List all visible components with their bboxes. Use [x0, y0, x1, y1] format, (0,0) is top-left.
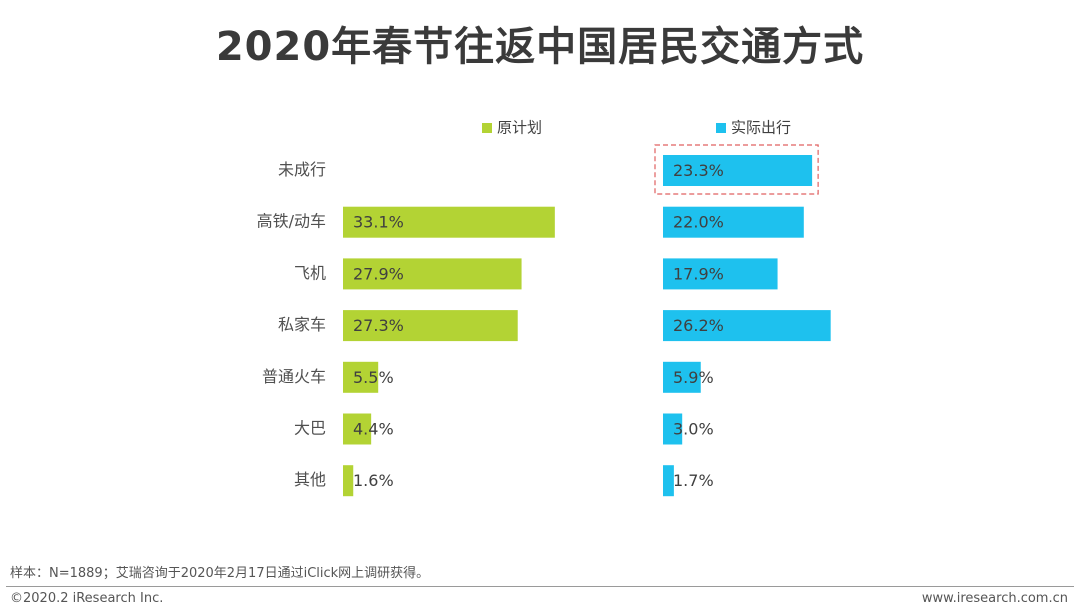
- legend-swatch: [482, 123, 492, 133]
- data-label: 33.1%: [353, 213, 404, 232]
- category-label: 高铁/动车: [257, 212, 326, 231]
- category-label: 飞机: [294, 263, 326, 282]
- legend-label: 实际出行: [731, 119, 791, 137]
- bar: [343, 465, 354, 497]
- website-link[interactable]: www.iresearch.com.cn: [921, 591, 1068, 606]
- data-label: 5.5%: [353, 368, 394, 387]
- footer-divider: [6, 586, 1074, 587]
- category-label: 普通火车: [262, 367, 326, 386]
- bar: [663, 310, 831, 342]
- data-label: 3.0%: [673, 420, 714, 439]
- bar: [343, 310, 518, 342]
- data-label: 17.9%: [673, 264, 724, 283]
- bar: [663, 413, 683, 445]
- data-label: 1.6%: [353, 471, 394, 490]
- data-label: 5.9%: [673, 368, 714, 387]
- data-label: 27.3%: [353, 316, 404, 335]
- bar: [663, 155, 813, 186]
- bar: [343, 258, 522, 290]
- data-label: 1.7%: [673, 471, 714, 490]
- legend-label: 原计划: [497, 119, 542, 137]
- bar: [663, 258, 778, 290]
- data-label: 22.0%: [673, 213, 724, 232]
- highlight-box: [654, 144, 819, 195]
- bar: [343, 361, 379, 393]
- data-label: 26.2%: [673, 316, 724, 335]
- data-label: 4.4%: [353, 420, 394, 439]
- chart-title: 2020年春节往返中国居民交通方式: [215, 24, 865, 70]
- bar: [663, 206, 804, 238]
- bar: [343, 413, 372, 445]
- data-label: 23.3%: [673, 161, 724, 180]
- bar: [343, 206, 555, 238]
- category-label: 未成行: [278, 160, 326, 179]
- footnote: 样本：N=1889；艾瑞咨询于2020年2月17日通过iClick网上调研获得。: [10, 566, 430, 581]
- category-label: 私家车: [278, 315, 326, 334]
- bar: [663, 361, 701, 393]
- category-label: 大巴: [294, 419, 326, 438]
- copyright: ©2020.2 iResearch Inc.: [10, 591, 164, 606]
- data-label: 27.9%: [353, 264, 404, 283]
- category-label: 其他: [294, 470, 326, 489]
- legend-swatch: [716, 123, 726, 133]
- bar: [663, 465, 674, 497]
